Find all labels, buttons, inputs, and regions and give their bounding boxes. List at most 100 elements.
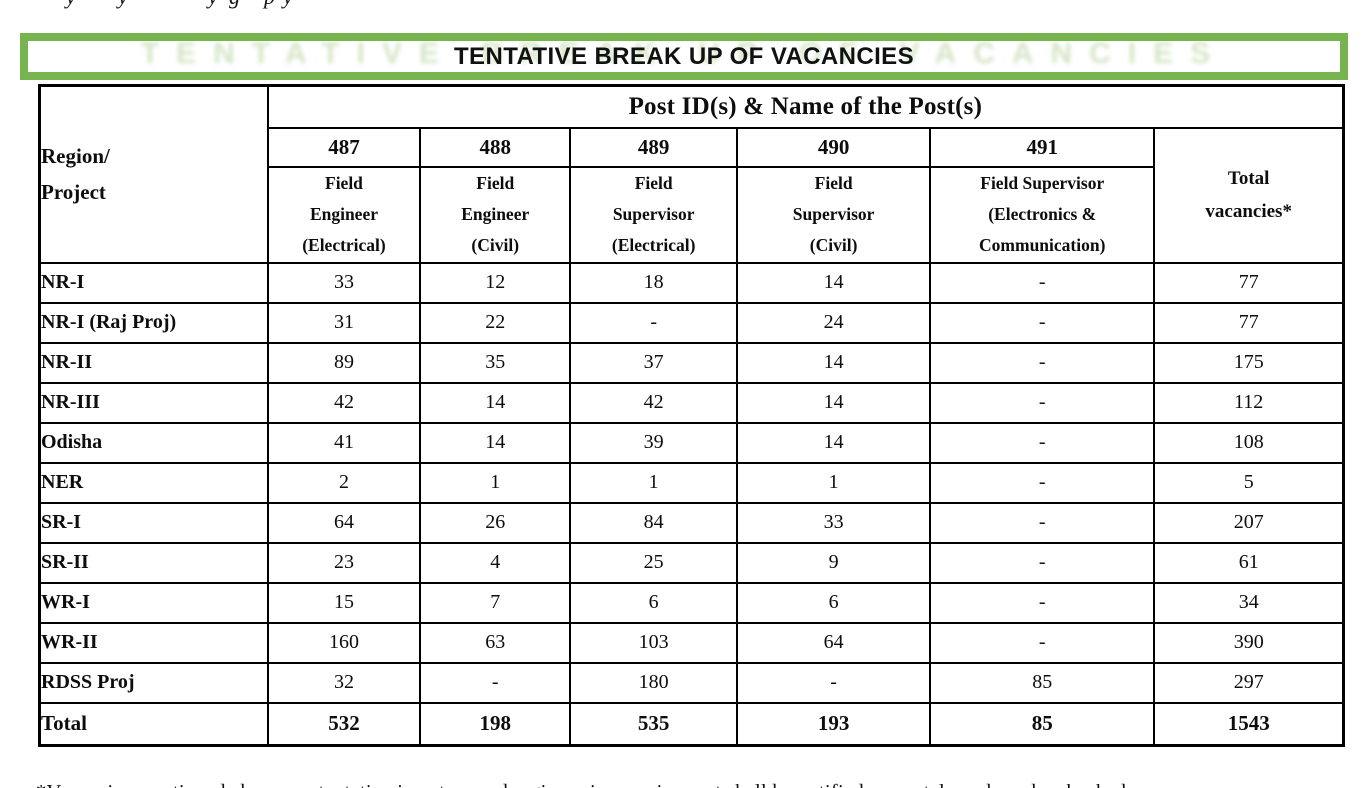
text-fragment: g (229, 0, 240, 10)
header-row-group: Region/ Project Post ID(s) & Name of the… (38, 84, 1345, 264)
post-name-line: (Civil) (809, 235, 858, 255)
region-cell: SR-I (38, 501, 269, 544)
post-name-491: Field Supervisor (Electronics & Communic… (929, 165, 1156, 264)
text-fragment: y (283, 0, 293, 10)
value-cell: 85 (929, 661, 1156, 704)
value-cell: 4 (419, 541, 572, 584)
value-cell: 85 (929, 701, 1156, 746)
region-cell: NR-I (38, 261, 269, 304)
value-cell: 64 (266, 501, 422, 544)
post-name-line: (Electrical) (302, 235, 386, 255)
value-cell: 84 (569, 501, 739, 544)
value-cell: 180 (569, 661, 739, 704)
region-cell: NR-I (Raj Proj) (38, 301, 269, 344)
value-cell: 1 (569, 461, 739, 504)
post-name-line: Field (814, 173, 853, 193)
region-cell: WR-I (38, 581, 269, 624)
value-cell: 297 (1153, 661, 1345, 704)
total-header-line1: Total (1227, 168, 1270, 189)
table-row: NR-III 42 14 42 14-112 (38, 381, 1345, 424)
post-name-line: Engineer (309, 204, 378, 224)
table-row: SR-II 23 4 25 9-61 (38, 541, 1345, 584)
value-cell: 34 (1153, 581, 1345, 624)
value-cell: 32 (266, 661, 422, 704)
value-cell: 1 (736, 461, 932, 504)
value-cell: 26 (419, 501, 572, 544)
table-body: NR-I 33 12 18 14-77 NR-I (Raj Proj) 31 22-24-77… (38, 261, 1345, 746)
value-cell: 160 (266, 621, 422, 664)
value-cell: - (929, 301, 1156, 344)
value-cell: 33 (736, 501, 932, 544)
project-header-line: Project (41, 180, 106, 205)
table-row: Odisha 41 14 39 14-108 (38, 421, 1345, 464)
value-cell: - (929, 541, 1156, 584)
value-cell: - (929, 621, 1156, 664)
value-cell: - (736, 661, 932, 704)
value-cell: 7 (419, 581, 572, 624)
value-cell: 15 (266, 581, 422, 624)
vacancies-table: Region/ Project Post ID(s) & Name of the… (38, 84, 1345, 747)
post-name-line: Field (476, 173, 515, 193)
value-cell: - (929, 381, 1156, 424)
post-id-487: 487 (266, 126, 422, 168)
footnote-cut-off: *Vacancies mentioned above are tentative… (36, 779, 1348, 788)
post-id-488: 488 (419, 126, 572, 168)
post-id-489: 489 (569, 126, 739, 168)
text-fragment: y (118, 0, 128, 10)
value-cell: 63 (419, 621, 572, 664)
value-cell: 2 (266, 461, 422, 504)
post-name-490: Field Supervisor (Civil) (736, 165, 932, 264)
value-cell: 175 (1153, 341, 1345, 384)
value-cell: 64 (736, 621, 932, 664)
text-fragment: p (264, 0, 275, 10)
header-row-post-names: Field Engineer (Electrical) Field Engine… (40, 165, 1344, 264)
value-cell: 77 (1153, 301, 1345, 344)
total-header-line2: vacancies* (1205, 201, 1292, 222)
value-cell: 532 (266, 701, 422, 746)
value-cell: 108 (1153, 421, 1345, 464)
value-cell: - (929, 501, 1156, 544)
value-cell: 1 (419, 461, 572, 504)
region-project-header: Region/ Project (38, 84, 269, 264)
value-cell: 14 (736, 341, 932, 384)
value-cell: 198 (419, 701, 572, 746)
post-id-490: 490 (736, 126, 932, 168)
post-name-488: Field Engineer (Civil) (419, 165, 572, 264)
region-cell: NER (38, 461, 269, 504)
post-ids-group-header: Post ID(s) & Name of the Post(s) (266, 84, 1345, 129)
table-row: NR-I 33 12 18 14-77 (38, 261, 1345, 304)
value-cell: 39 (569, 421, 739, 464)
value-cell: 9 (736, 541, 932, 584)
total-vacancies-header: Total vacancies* (1153, 126, 1345, 264)
post-name-line: Field Supervisor (980, 173, 1105, 193)
value-cell: 103 (569, 621, 739, 664)
value-cell: 14 (419, 381, 572, 424)
post-name-line: Engineer (461, 204, 530, 224)
value-cell: 41 (266, 421, 422, 464)
value-cell: 35 (419, 341, 572, 384)
region-header-line: Region/ (41, 143, 110, 168)
value-cell: 61 (1153, 541, 1345, 584)
table-row: WR-I 15 7 6 6-34 (38, 581, 1345, 624)
value-cell: 25 (569, 541, 739, 584)
post-name-line: Supervisor (792, 204, 875, 224)
value-cell: 77 (1153, 261, 1345, 304)
value-cell: 24 (736, 301, 932, 344)
region-cell: SR-II (38, 541, 269, 584)
value-cell: 37 (569, 341, 739, 384)
value-cell: 18 (569, 261, 739, 304)
value-cell: - (929, 461, 1156, 504)
value-cell: 12 (419, 261, 572, 304)
post-id-491: 491 (929, 126, 1156, 168)
value-cell: 31 (266, 301, 422, 344)
table-header: Region/ Project Post ID(s) & Name of the… (38, 84, 1345, 264)
title-banner: TENTATIVE BREAK UP OF VACANCIES TENTATIV… (20, 33, 1348, 80)
table-row: RDSS Proj 32-180-85 297 (38, 661, 1345, 704)
post-name-line: Field (325, 173, 363, 193)
value-cell: 112 (1153, 381, 1345, 424)
post-name-line: Communication) (979, 235, 1106, 255)
post-name-line: (Civil) (471, 235, 520, 255)
value-cell: - (929, 581, 1156, 624)
region-cell: WR-II (38, 621, 269, 664)
value-cell: 42 (266, 381, 422, 424)
